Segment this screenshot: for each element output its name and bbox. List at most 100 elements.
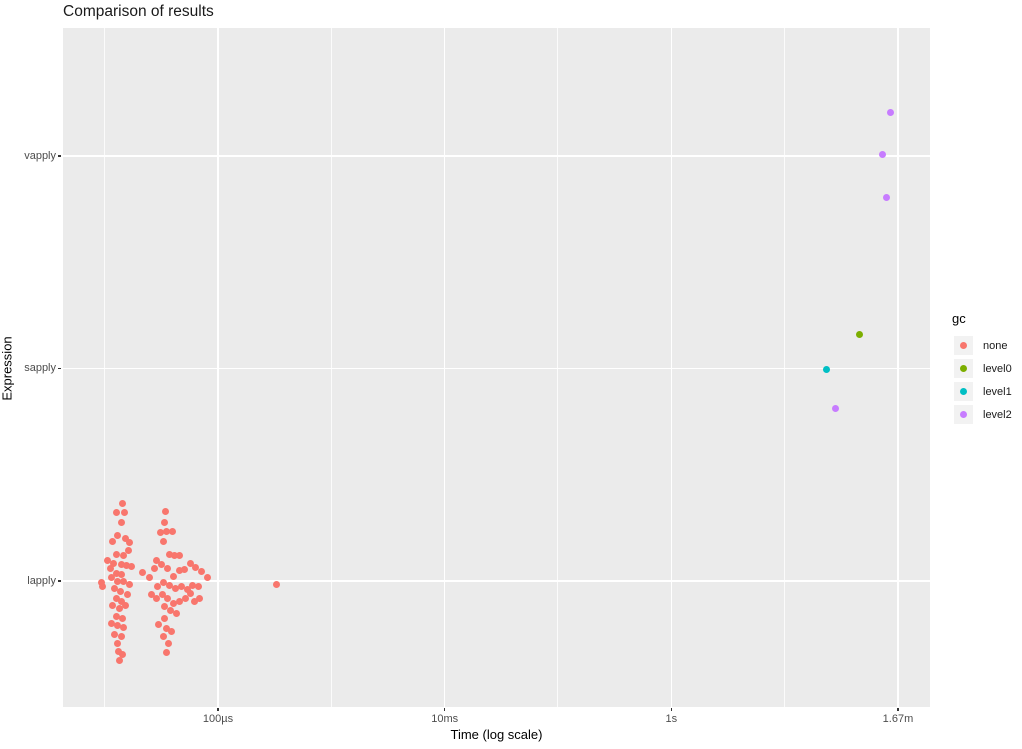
data-point-none <box>152 594 160 602</box>
gridline-major-horizontal <box>63 580 930 582</box>
data-point-none <box>168 527 176 535</box>
data-point-none <box>175 551 183 559</box>
legend-key <box>954 336 973 355</box>
data-point-none <box>147 590 155 598</box>
gridline-major-vertical <box>217 28 219 707</box>
gridline-major-vertical <box>443 28 446 707</box>
data-point-none <box>114 639 122 647</box>
data-point-none <box>122 534 130 542</box>
data-point-none <box>119 499 127 507</box>
legend: gc none level0 level1 level2 <box>946 311 1022 428</box>
data-point-none <box>145 573 153 581</box>
data-point-none <box>163 594 171 602</box>
plot-panel <box>63 28 930 707</box>
data-point-none <box>118 518 126 526</box>
data-point-none <box>112 508 120 516</box>
gridline-major-horizontal <box>63 155 930 157</box>
data-point-none <box>188 581 196 589</box>
data-point-none <box>154 620 162 628</box>
data-point-none <box>112 569 120 577</box>
y-axis-tick <box>58 580 61 582</box>
data-point-none <box>124 546 132 554</box>
data-point-none <box>119 650 127 658</box>
data-point-level2 <box>883 193 891 201</box>
data-point-none <box>195 594 203 602</box>
data-point-level0 <box>855 331 863 338</box>
x-axis-title: Time (log scale) <box>450 727 543 742</box>
legend-entry-label: none <box>983 339 1008 352</box>
data-point-none <box>123 590 131 598</box>
data-point-none <box>160 518 168 526</box>
y-axis-tick <box>58 155 61 157</box>
data-point-none <box>119 614 127 622</box>
gridline-minor-vertical <box>784 28 786 707</box>
data-point-none <box>138 568 146 576</box>
legend-dot-icon <box>960 365 967 372</box>
gridline-minor-vertical <box>104 28 106 707</box>
legend-entry-level1: level1 <box>946 382 1022 401</box>
data-point-none <box>121 508 129 516</box>
data-point-none <box>115 604 123 612</box>
x-axis-tick-label: 1s <box>665 713 678 725</box>
y-axis-tick <box>58 367 61 370</box>
data-point-none <box>112 550 120 558</box>
x-axis-tick <box>443 708 446 711</box>
data-point-none <box>162 648 170 656</box>
x-axis-tick <box>897 708 899 711</box>
x-axis-tick-label: 100µs <box>202 713 234 725</box>
data-point-none <box>126 580 134 588</box>
legend-dot-icon <box>960 388 967 395</box>
data-point-none <box>169 572 177 580</box>
data-point-none <box>171 584 179 592</box>
data-point-none <box>153 582 161 590</box>
data-point-none <box>117 587 125 595</box>
data-point-none <box>118 560 126 568</box>
legend-entry-level2: level2 <box>946 405 1022 424</box>
data-point-none <box>183 585 191 593</box>
data-point-none <box>191 563 199 571</box>
data-point-none <box>165 550 173 558</box>
data-point-none <box>114 577 122 585</box>
data-point-none <box>177 582 185 590</box>
gridline-major-horizontal <box>63 367 930 370</box>
data-point-none <box>169 599 177 607</box>
data-point-none <box>120 623 128 631</box>
gridline-major-vertical <box>670 28 673 707</box>
data-point-none <box>175 597 183 605</box>
data-point-none <box>118 632 126 640</box>
legend-entries: none level0 level1 level2 <box>946 336 1022 424</box>
legend-dot-icon <box>960 342 967 349</box>
legend-entry-label: level0 <box>983 362 1012 375</box>
data-point-none <box>157 560 165 568</box>
data-point-none <box>165 581 173 589</box>
y-axis-title: Expression <box>0 336 15 401</box>
data-point-none <box>166 606 174 614</box>
legend-entry-level0: level0 <box>946 359 1022 378</box>
gridline-minor-vertical <box>557 28 559 707</box>
data-point-none <box>167 627 175 635</box>
data-point-none <box>109 537 117 545</box>
data-point-none <box>120 577 128 585</box>
data-point-none <box>110 559 118 567</box>
data-point-none <box>110 584 118 592</box>
data-point-none <box>186 589 194 597</box>
data-point-none <box>98 578 106 586</box>
data-point-none <box>170 551 178 559</box>
data-point-none <box>118 597 126 605</box>
data-point-none <box>194 582 202 590</box>
data-point-none <box>114 531 122 539</box>
data-point-none <box>104 556 112 564</box>
data-point-none <box>108 619 116 627</box>
data-point-none <box>120 551 128 559</box>
data-point-none <box>123 561 131 569</box>
y-axis-tick-label: sapply <box>24 362 56 374</box>
data-point-none <box>110 630 118 638</box>
data-point-none <box>175 566 183 574</box>
data-point-none <box>127 562 135 570</box>
data-point-none <box>112 594 120 602</box>
legend-dot-icon <box>960 411 967 418</box>
data-point-none <box>163 564 171 572</box>
y-axis-tick-label: vapply <box>24 149 56 162</box>
data-point-none <box>156 528 164 536</box>
